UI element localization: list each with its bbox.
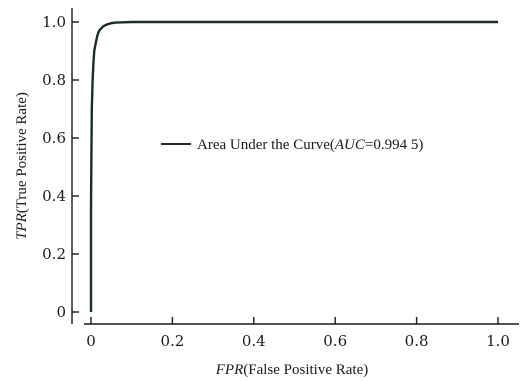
y-tick-label: 1.0 (42, 13, 66, 31)
x-tick-label: 0 (86, 332, 96, 350)
legend-label: Area Under the Curve(AUC=0.994 5) (197, 137, 423, 153)
y-tick-label: 0.4 (42, 187, 66, 205)
y-axis-label: TPR(True Positive Rate) (14, 92, 30, 240)
y-tick-label: 0.8 (42, 71, 66, 89)
x-tick-label: 0.4 (242, 332, 266, 350)
y-tick-label: 0.2 (42, 245, 66, 263)
x-tick-label: 0.2 (160, 332, 184, 350)
roc-curve-line (89, 20, 498, 312)
axes (71, 8, 519, 325)
y-ticks: 0 0.2 0.4 0.6 0.8 1.0 (42, 13, 79, 321)
y-tick-label: 0 (56, 303, 66, 321)
x-axis-label: FPR(False Positive Rate) (215, 362, 368, 378)
x-tick-label: 0.6 (323, 332, 347, 350)
x-tick-label: 1.0 (486, 332, 510, 350)
legend: Area Under the Curve(AUC=0.994 5) (161, 137, 423, 153)
x-ticks: 0 0.2 0.4 0.6 0.8 1.0 (86, 317, 510, 350)
y-tick-label: 0.6 (42, 129, 66, 147)
x-tick-label: 0.8 (405, 332, 429, 350)
